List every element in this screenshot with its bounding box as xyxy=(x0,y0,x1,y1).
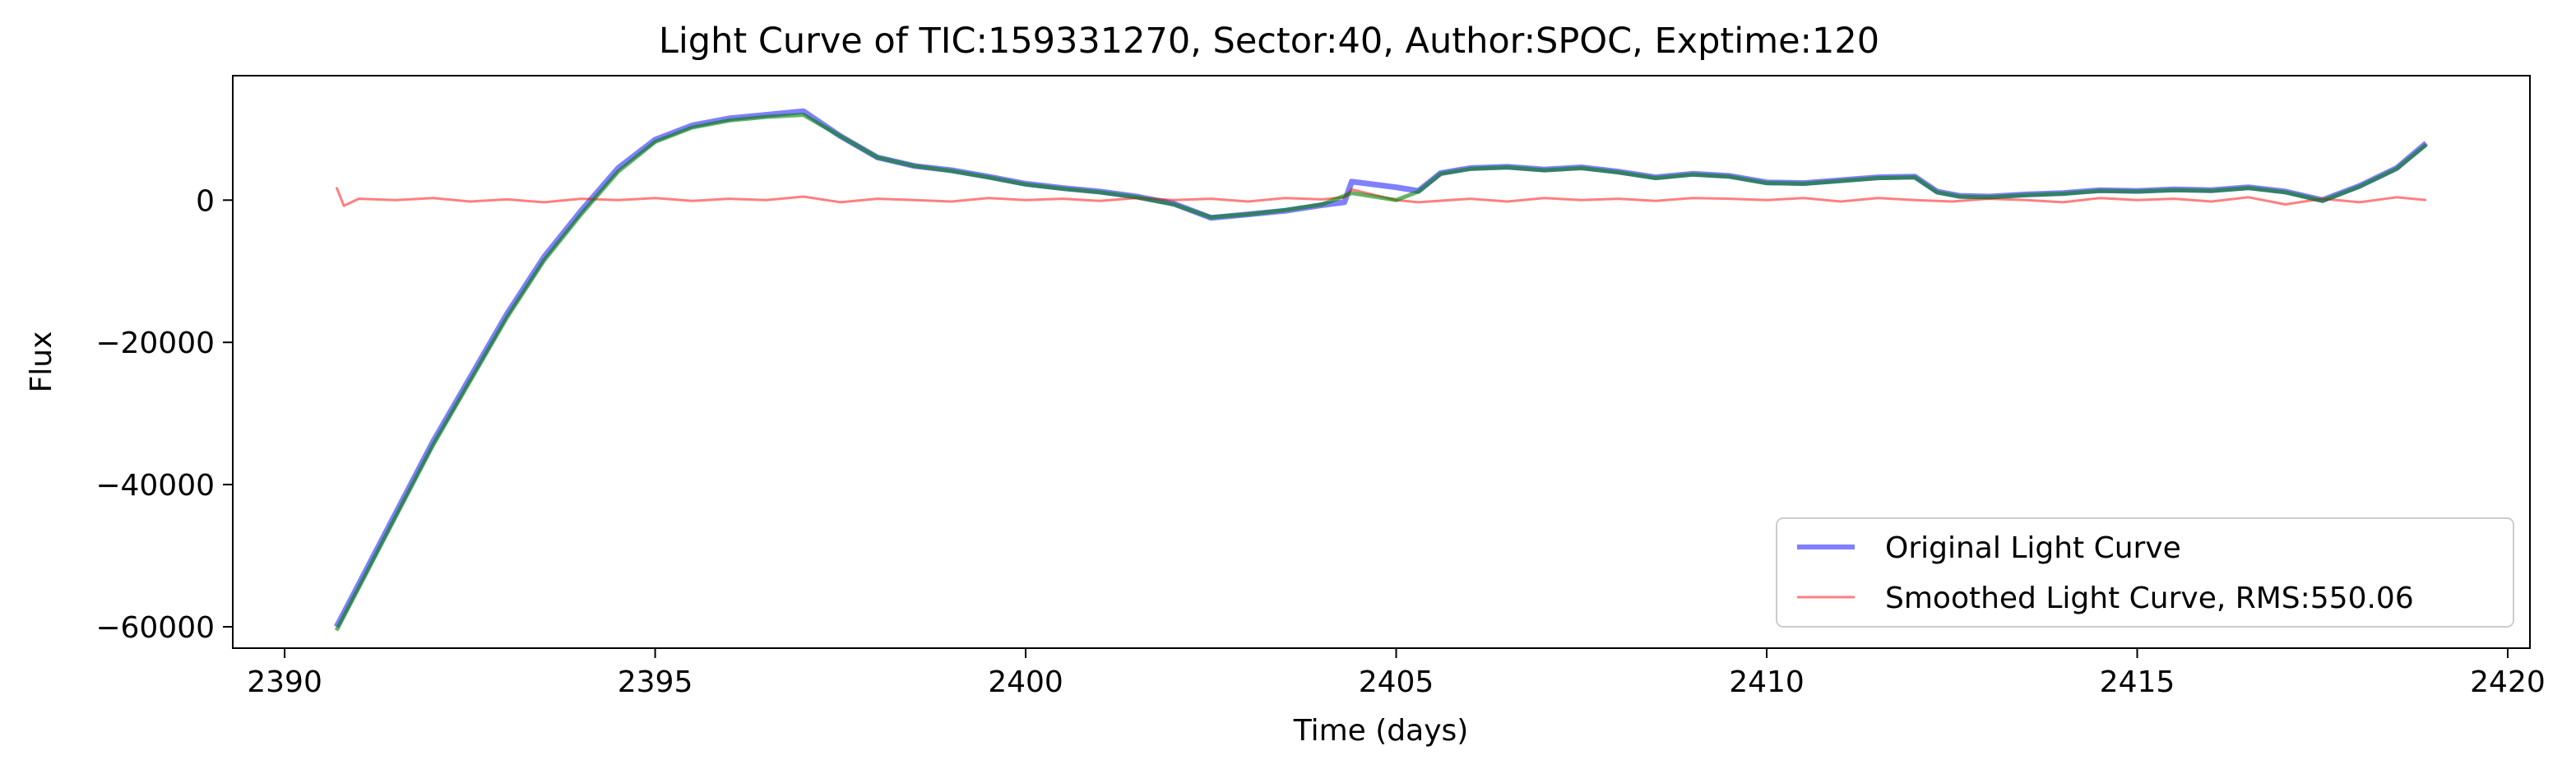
y-tick-label: −40000 xyxy=(95,469,215,503)
x-tick-label: 2410 xyxy=(1729,665,1805,699)
x-tick-label: 2400 xyxy=(988,665,1063,699)
x-tick-label: 2420 xyxy=(2470,665,2546,699)
series-layer xyxy=(333,108,2429,632)
chart-title: Light Curve of TIC:159331270, Sector:40,… xyxy=(659,21,1879,62)
legend: Original Light Curve Smoothed Light Curv… xyxy=(1776,517,2514,628)
legend-label-original: Original Light Curve xyxy=(1885,531,2181,565)
legend-label-smoothed: Smoothed Light Curve, RMS:550.06 xyxy=(1885,582,2414,615)
x-axis: 2390 2395 2400 2405 2410 2415 2420 xyxy=(247,648,2546,699)
legend-box xyxy=(1776,517,2514,628)
y-tick-label: 0 xyxy=(196,184,215,218)
y-axis: −60000 −40000 −20000 0 xyxy=(95,184,233,645)
y-tick-label: −60000 xyxy=(95,611,215,645)
plot-frame xyxy=(232,75,2531,649)
x-tick-label: 2405 xyxy=(1359,665,1434,699)
x-tick-label: 2390 xyxy=(247,665,322,699)
smoothed-fit-line xyxy=(334,113,2428,632)
y-tick-label: −20000 xyxy=(95,327,215,360)
x-tick-label: 2415 xyxy=(2100,665,2175,699)
x-axis-label: Time (days) xyxy=(1293,714,1469,748)
x-tick-label: 2395 xyxy=(618,665,693,699)
y-axis-label: Flux xyxy=(25,331,58,393)
